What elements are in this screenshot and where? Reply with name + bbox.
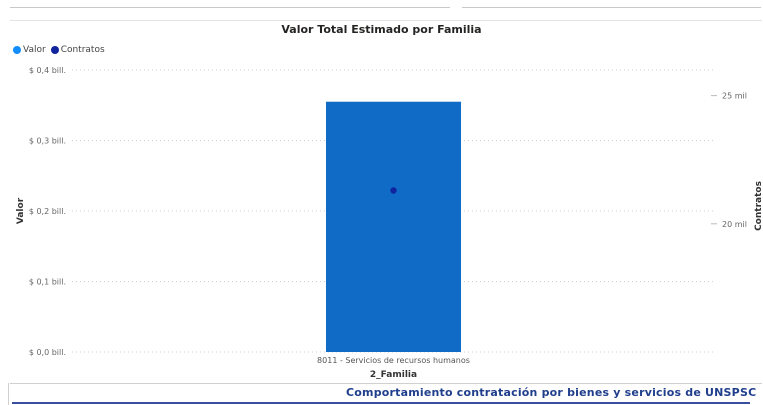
chart-frame <box>10 20 762 384</box>
y-axis-ticks: $ 0,0 bill. $ 0,1 bill. $ 0,2 bill. $ 0,3 b… <box>29 66 66 357</box>
chart-legend[interactable]: Valor Contratos <box>13 45 110 55</box>
bars <box>325 101 462 352</box>
y2-tick-label: 20 mil <box>722 220 747 229</box>
y-tick-label: $ 0,2 bill. <box>29 207 66 216</box>
section-header-box <box>8 383 763 405</box>
y-tick-label: $ 0,3 bill. <box>29 137 66 146</box>
y-axis-title: Valor <box>16 197 26 224</box>
legend-label-contratos: Contratos <box>60 45 105 55</box>
legend-label-valor: Valor <box>23 45 46 55</box>
legend-marker-valor <box>13 46 21 54</box>
top-divider-left <box>10 7 450 8</box>
chart-title: Valor Total Estimado por Familia <box>281 23 482 36</box>
bar-chart: $ 0,0 bill. $ 0,1 bill. $ 0,2 bill. $ 0,3 b… <box>16 66 763 380</box>
category-labels: 8011 - Servicios de recursos humanos <box>317 356 470 365</box>
top-divider-right <box>462 7 761 8</box>
legend-item-valor[interactable]: Valor <box>13 45 46 55</box>
bar[interactable] <box>325 101 462 352</box>
y2-axis-title: Contratos <box>754 181 763 231</box>
section-title: Comportamiento contratación por bienes y… <box>346 386 757 399</box>
y-tick-label: $ 0,1 bill. <box>29 278 66 287</box>
y2-tick-label: 25 mil <box>722 92 747 101</box>
legend-item-contratos[interactable]: Contratos <box>50 45 105 55</box>
category-label: 8011 - Servicios de recursos humanos <box>317 356 470 365</box>
section-underline <box>12 402 750 404</box>
legend-marker-contratos <box>50 46 59 54</box>
y-tick-label: $ 0,0 bill. <box>29 348 66 357</box>
points <box>390 187 397 194</box>
data-point[interactable] <box>390 187 397 194</box>
y-tick-label: $ 0,4 bill. <box>29 66 66 75</box>
y2-axis-ticks: 20 mil 25 mil <box>711 92 747 229</box>
x-axis-title: 2_Familia <box>370 370 417 380</box>
